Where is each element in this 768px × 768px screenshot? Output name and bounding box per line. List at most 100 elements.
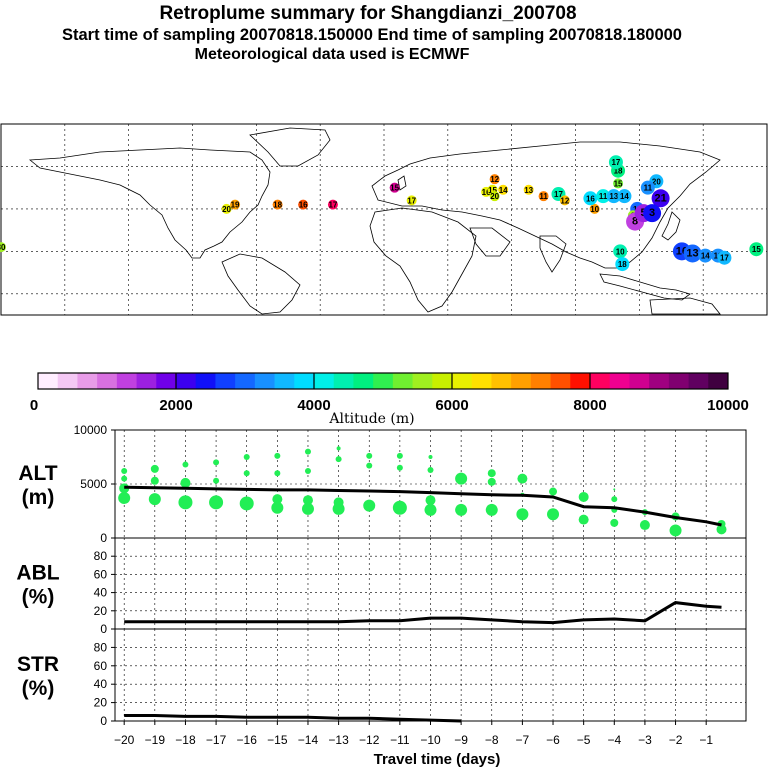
abl-fraction-line bbox=[124, 601, 722, 625]
altitude-cluster-point bbox=[578, 514, 589, 525]
panel-ylabel-unit: (%) bbox=[22, 586, 55, 609]
altitude-cluster-point bbox=[182, 461, 189, 468]
altitude-cluster-point bbox=[243, 470, 250, 477]
altitude-cluster-point bbox=[366, 452, 373, 459]
median-altitude-line bbox=[124, 485, 722, 527]
altitude-cluster-point bbox=[332, 502, 345, 515]
altitude-cluster-point bbox=[118, 492, 131, 505]
altitude-cluster-point bbox=[271, 501, 284, 514]
plume-point-dot bbox=[613, 178, 624, 189]
plume-point-label: 80 bbox=[0, 243, 6, 252]
plume-point: 11 bbox=[538, 191, 549, 202]
x-tick-label: −15 bbox=[267, 733, 288, 747]
continent-outlines bbox=[28, 127, 721, 315]
plume-point-label: 3 bbox=[649, 207, 655, 219]
colorbar-tick-label: 6000 bbox=[435, 397, 468, 414]
x-tick-label: −3 bbox=[638, 733, 652, 747]
plume-points: 8020191816171517161514201312111712101611… bbox=[0, 155, 764, 272]
north-america-outline bbox=[28, 147, 271, 259]
plume-point-dot bbox=[272, 199, 283, 210]
altitude-colorbar: 0 2000 4000 6000 8000 10000 Altitude (m) bbox=[30, 372, 749, 427]
y-tick-label: 0 bbox=[100, 622, 107, 636]
colorbar-cell bbox=[511, 373, 532, 389]
altitude-cluster-point bbox=[639, 520, 650, 531]
colorbar-cell bbox=[688, 373, 709, 389]
altitude-cluster-point bbox=[487, 477, 496, 486]
plume-point-dot bbox=[651, 189, 670, 208]
plume-point-label: 12 bbox=[490, 175, 499, 184]
plume-point: 10 bbox=[589, 203, 600, 214]
y-tick-label: 20 bbox=[94, 696, 108, 710]
plume-point-dot bbox=[596, 189, 611, 204]
altitude-cluster-point bbox=[304, 468, 311, 475]
plume-point: 12 bbox=[489, 174, 500, 185]
altitude-cluster-point bbox=[611, 496, 618, 503]
plume-point: 80 bbox=[0, 242, 6, 252]
plume-point-dot bbox=[617, 189, 632, 204]
plume-point: 15 bbox=[389, 182, 400, 193]
x-tick-label: −17 bbox=[206, 733, 227, 747]
colorbar-tick-label: 2000 bbox=[159, 397, 192, 414]
plume-point-label: 17 bbox=[720, 254, 729, 263]
plume-point: 15 bbox=[749, 242, 764, 257]
plume-point: 11 bbox=[596, 189, 611, 204]
timeseries-panels: 1000050000ALT(m)806040200ABL(%)806040200… bbox=[16, 423, 747, 728]
altitude-cluster-point bbox=[424, 503, 437, 516]
y-tick-label: 10000 bbox=[74, 423, 108, 437]
colorbar-cell bbox=[432, 373, 453, 389]
colorbar-tick-label: 4000 bbox=[297, 397, 330, 414]
colorbar-tick-label: 8000 bbox=[573, 397, 606, 414]
plume-point-dot bbox=[230, 199, 241, 210]
altitude-cluster-point bbox=[669, 524, 682, 537]
colorbar-cell bbox=[491, 373, 512, 389]
arabia-outline bbox=[469, 227, 511, 257]
plume-point-dot bbox=[698, 248, 713, 263]
altitude-cluster-point bbox=[274, 470, 281, 477]
plume-point-label: 16 bbox=[299, 201, 308, 210]
colorbar-cell bbox=[57, 373, 78, 389]
plume-point-label: 14 bbox=[701, 252, 710, 261]
plume-point: 18 bbox=[615, 257, 630, 272]
panel-str: 80 60 40 20 0 STR(%) bbox=[17, 628, 747, 728]
plume-point-label: 18 bbox=[273, 201, 282, 210]
colorbar-frame bbox=[37, 372, 729, 390]
altitude-cluster-point bbox=[547, 508, 560, 521]
plume-point-dot bbox=[606, 189, 621, 204]
colorbar-cell bbox=[452, 373, 473, 389]
colorbar-cell bbox=[254, 373, 275, 389]
plume-point-label: 16 bbox=[586, 194, 595, 203]
x-tick-label: −18 bbox=[175, 733, 196, 747]
colorbar-cells bbox=[38, 373, 729, 389]
altitude-cluster-point bbox=[455, 503, 468, 516]
altitude-cluster-point bbox=[517, 473, 528, 484]
altitude-cluster-point bbox=[304, 448, 311, 455]
plume-point-dot bbox=[749, 242, 764, 257]
plume-point: 3 bbox=[643, 204, 662, 223]
plume-point-dot bbox=[327, 199, 338, 210]
x-tick-label: −12 bbox=[359, 733, 380, 747]
plume-point-dot bbox=[538, 191, 549, 202]
plume-point-dot bbox=[683, 244, 702, 263]
colorbar-cell bbox=[38, 373, 59, 389]
altitude-cluster-point bbox=[578, 491, 589, 502]
altitude-cluster-point bbox=[396, 452, 403, 459]
altitude-cluster-point bbox=[396, 464, 403, 471]
south-america-outline bbox=[221, 253, 301, 315]
plume-point-label: 14 bbox=[499, 186, 508, 195]
altitude-cluster-point bbox=[425, 495, 436, 506]
altitude-cluster-point bbox=[487, 469, 496, 478]
colorbar-cell bbox=[116, 373, 137, 389]
plume-point-dot bbox=[406, 195, 417, 206]
plume-point: 17 bbox=[327, 199, 338, 210]
plume-point: 16 bbox=[298, 199, 309, 210]
y-tick-label: 0 bbox=[100, 531, 107, 545]
altitude-cluster-point bbox=[274, 452, 281, 459]
x-tick-label: −6 bbox=[546, 733, 560, 747]
plume-point: 20 bbox=[221, 203, 232, 214]
x-tick-label: −2 bbox=[669, 733, 683, 747]
plume-point-label: 15 bbox=[752, 245, 761, 254]
altitude-cluster-point bbox=[213, 459, 220, 466]
plume-point: 11 bbox=[640, 180, 655, 195]
plume-point-dot bbox=[489, 174, 500, 185]
plume-point-label: 13 bbox=[609, 192, 618, 201]
